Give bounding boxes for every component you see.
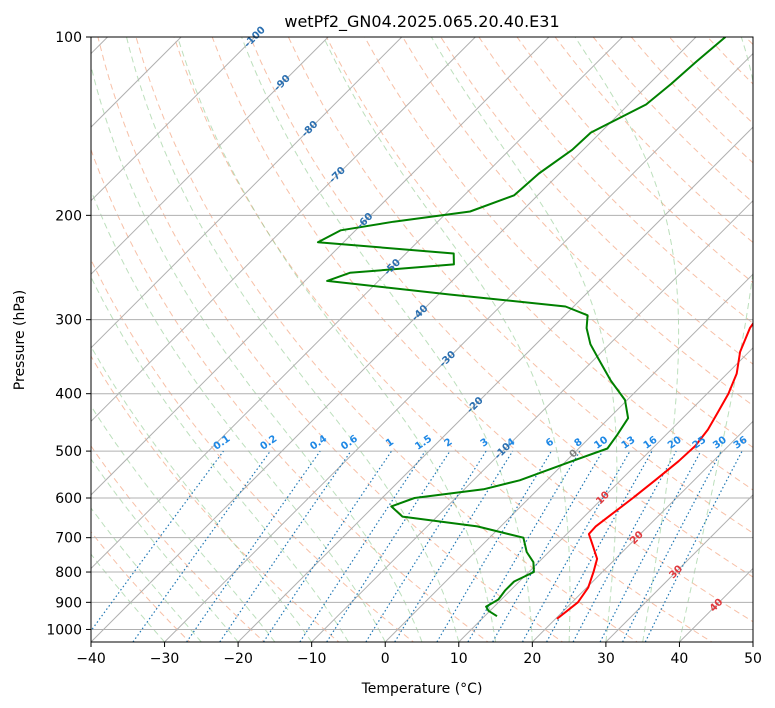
y-tick-label: 200 — [55, 208, 82, 224]
moist-adiabat-line — [323, 37, 571, 642]
isotherm-gridline — [91, 37, 550, 496]
dry-adiabat-line — [478, 37, 753, 324]
mixing-ratio-line — [546, 450, 653, 642]
x-axis: −40 −30 −20 −10 0 10 20 30 40 50 — [76, 642, 762, 667]
isotherm-gridline — [91, 37, 697, 642]
isotherm-gridline — [384, 273, 753, 642]
dry-adiabat-line — [287, 37, 753, 534]
mixing-ratio-line — [132, 450, 271, 642]
y-tick-label: 1000 — [46, 622, 82, 638]
dry-adiabat-line — [249, 37, 753, 578]
isotherm-gridline — [311, 199, 753, 642]
isotherm-gridline — [91, 37, 623, 570]
moist-adiabat-line — [91, 275, 349, 642]
y-axis-title: Pressure (hPa) — [12, 290, 28, 390]
x-axis-title: Temperature (°C) — [361, 681, 483, 697]
isotherm-gridline — [91, 37, 476, 423]
mixing-ratio-line — [326, 450, 451, 642]
moist-adiabat-line — [678, 37, 753, 642]
y-tick-label: 500 — [55, 444, 82, 460]
moist-adiabat-line — [91, 458, 239, 642]
x-tick-label: 30 — [597, 651, 615, 667]
temperature-profile-line — [556, 321, 753, 620]
mixing-ratio-line — [521, 450, 631, 642]
moist-adiabat-line — [91, 64, 423, 642]
x-tick-label: 20 — [523, 651, 541, 667]
x-tick-label: −20 — [223, 651, 253, 667]
y-tick-label: 100 — [55, 30, 82, 46]
mixing-ratio-line — [219, 450, 352, 642]
chart-title: wetPf2_GN04.2025.065.20.40.E31 — [284, 12, 559, 32]
mixing-ratio-line — [394, 450, 514, 642]
isotherm-gridline — [237, 126, 753, 642]
mixing-ratio-line — [186, 450, 321, 642]
x-tick-label: −30 — [150, 651, 180, 667]
mixing-ratio-line — [262, 450, 392, 642]
moist-adiabat-line — [177, 37, 497, 642]
isotherm-gridline — [605, 494, 753, 642]
plot-area — [91, 37, 753, 642]
x-tick-label: 10 — [450, 651, 468, 667]
isotherm-gridline — [91, 37, 329, 275]
moist-adiabat-line — [91, 405, 276, 642]
moist-adiabat-line — [91, 553, 165, 642]
y-tick-label: 400 — [55, 387, 82, 403]
moist-adiabat-line — [91, 188, 386, 642]
moist-adiabat-line — [430, 37, 618, 642]
x-tick-label: 0 — [381, 651, 390, 667]
y-tick-label: 800 — [55, 565, 82, 581]
isotherm-gridline — [531, 420, 753, 642]
dry-adiabat-line — [91, 258, 415, 642]
moist-adiabat-line — [126, 37, 460, 642]
y-tick-label: 600 — [55, 491, 82, 507]
mixing-ratio-line — [572, 450, 677, 642]
dry-adiabat-line — [402, 37, 753, 407]
y-tick-label: 300 — [55, 313, 82, 329]
y-tick-label: 900 — [55, 595, 82, 611]
isotherm-gridline — [91, 37, 403, 349]
mixing-ratio-line — [299, 450, 426, 642]
dry-adiabat-line — [326, 37, 753, 491]
isotherm-gridline — [164, 52, 753, 642]
dewpoint-profile-line — [316, 37, 727, 618]
plot-frame — [90, 36, 754, 643]
moist-adiabat-line — [91, 507, 202, 642]
moist-adiabat-line — [574, 37, 680, 642]
y-tick-label: 700 — [55, 531, 82, 547]
isotherm-gridline — [91, 37, 256, 202]
dry-adiabat-line — [440, 37, 753, 365]
x-tick-label: −40 — [76, 651, 106, 667]
moist-adiabat-line — [241, 37, 533, 642]
isotherm-gridline — [458, 347, 753, 642]
mixing-ratio-line — [644, 450, 743, 642]
x-tick-label: 50 — [744, 651, 762, 667]
plot-content — [91, 37, 753, 642]
x-tick-label: 40 — [671, 651, 689, 667]
y-axis: 100 200 300 400 500 600 700 800 900 1000 — [46, 30, 91, 638]
mixing-ratio-line — [91, 450, 224, 632]
x-tick-label: −10 — [297, 651, 327, 667]
